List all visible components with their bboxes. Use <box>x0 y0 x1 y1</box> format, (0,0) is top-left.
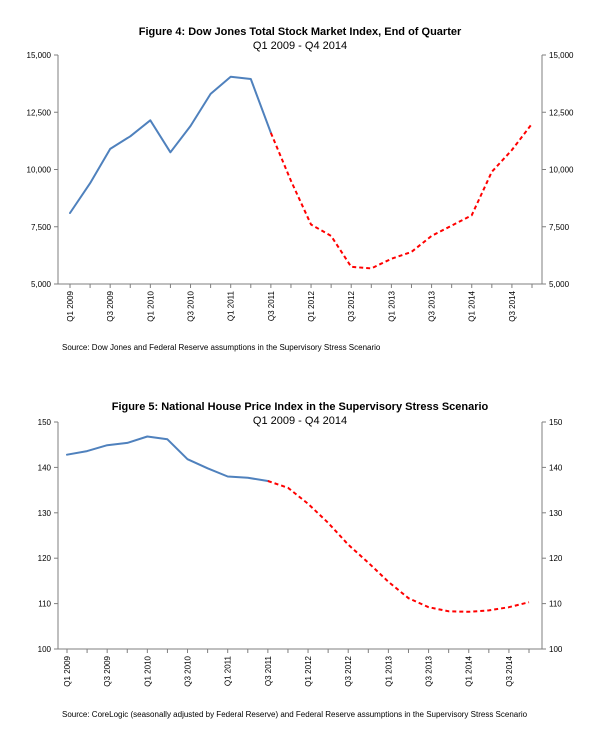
x-tick-label: Q3 2014 <box>508 290 517 321</box>
left-y-tick-label: 5,000 <box>31 280 52 289</box>
chart-source: Source: Dow Jones and Federal Reserve as… <box>62 343 381 352</box>
x-tick-label: Q1 2012 <box>307 290 316 321</box>
right-y-tick-label: 7,500 <box>549 223 570 232</box>
x-tick-label: Q1 2010 <box>146 290 155 321</box>
left-y-tick-label: 150 <box>38 418 52 427</box>
x-tick-label: Q1 2011 <box>224 655 233 686</box>
left-y-tick-label: 140 <box>38 463 52 472</box>
x-tick-label: Q3 2010 <box>184 655 193 686</box>
right-y-tick-label: 5,000 <box>549 280 570 289</box>
x-tick-label: Q3 2012 <box>344 655 353 686</box>
chart-title: Figure 5: National House Price Index in … <box>111 401 489 413</box>
left-y-tick-label: 12,500 <box>27 108 52 117</box>
right-y-tick-label: 100 <box>549 645 563 654</box>
x-tick-label: Q1 2013 <box>384 655 393 686</box>
figure-4: Figure 4: Dow Jones Total Stock Market I… <box>0 0 600 370</box>
chart-title: Figure 4: Dow Jones Total Stock Market I… <box>138 26 462 38</box>
figure-5: Figure 5: National House Price Index in … <box>0 385 600 730</box>
series-line-historical <box>69 75 272 214</box>
x-tick-label: Q1 2009 <box>66 290 75 321</box>
chart-subtitle: Q1 2009 - Q4 2014 <box>252 40 348 52</box>
chart-source: Source: CoreLogic (seasonally adjusted b… <box>62 710 528 719</box>
series-line-scenario <box>267 480 530 613</box>
left-y-tick-label: 7,500 <box>31 223 52 232</box>
left-y-tick-label: 130 <box>38 509 52 518</box>
x-tick-label: Q3 2013 <box>428 290 437 321</box>
right-y-tick-label: 140 <box>549 463 563 472</box>
right-y-tick-label: 150 <box>549 418 563 427</box>
series-line-scenario <box>269 123 533 270</box>
x-tick-label: Q3 2011 <box>267 290 276 321</box>
right-y-tick-label: 10,000 <box>549 166 574 175</box>
left-y-tick-label: 15,000 <box>27 51 52 60</box>
x-tick-label: Q1 2010 <box>143 655 152 686</box>
right-y-tick-label: 120 <box>549 554 563 563</box>
x-tick-label: Q1 2014 <box>468 290 477 321</box>
x-tick-label: Q1 2014 <box>465 655 474 686</box>
x-tick-label: Q3 2009 <box>103 655 112 686</box>
x-tick-label: Q1 2009 <box>63 655 72 686</box>
left-y-tick-label: 120 <box>38 554 52 563</box>
x-tick-label: Q3 2009 <box>106 290 115 321</box>
chart-subtitle: Q1 2009 - Q4 2014 <box>252 415 348 427</box>
right-y-tick-label: 15,000 <box>549 51 574 60</box>
left-y-tick-label: 100 <box>38 645 52 654</box>
chart-plot: 100 100 110 110 120 120 130 130 140 140 150 150 Q1 2… <box>38 418 563 687</box>
right-y-tick-label: 130 <box>549 509 563 518</box>
x-tick-label: Q1 2013 <box>387 290 396 321</box>
x-tick-label: Q3 2014 <box>505 655 514 686</box>
right-y-tick-label: 110 <box>549 600 562 609</box>
left-y-tick-label: 10,000 <box>27 166 52 175</box>
x-tick-label: Q3 2013 <box>425 655 434 686</box>
series-line-historical <box>66 435 269 482</box>
x-tick-label: Q3 2012 <box>347 290 356 321</box>
chart-plot: 5,000 5,000 7,500 7,500 10,000 10,000 12,500 12… <box>27 51 574 322</box>
right-y-tick-label: 12,500 <box>549 108 574 117</box>
x-tick-label: Q3 2010 <box>187 290 196 321</box>
x-tick-label: Q1 2012 <box>304 655 313 686</box>
x-tick-label: Q3 2011 <box>264 655 273 686</box>
x-tick-label: Q1 2011 <box>227 290 236 321</box>
left-y-tick-label: 110 <box>38 600 51 609</box>
